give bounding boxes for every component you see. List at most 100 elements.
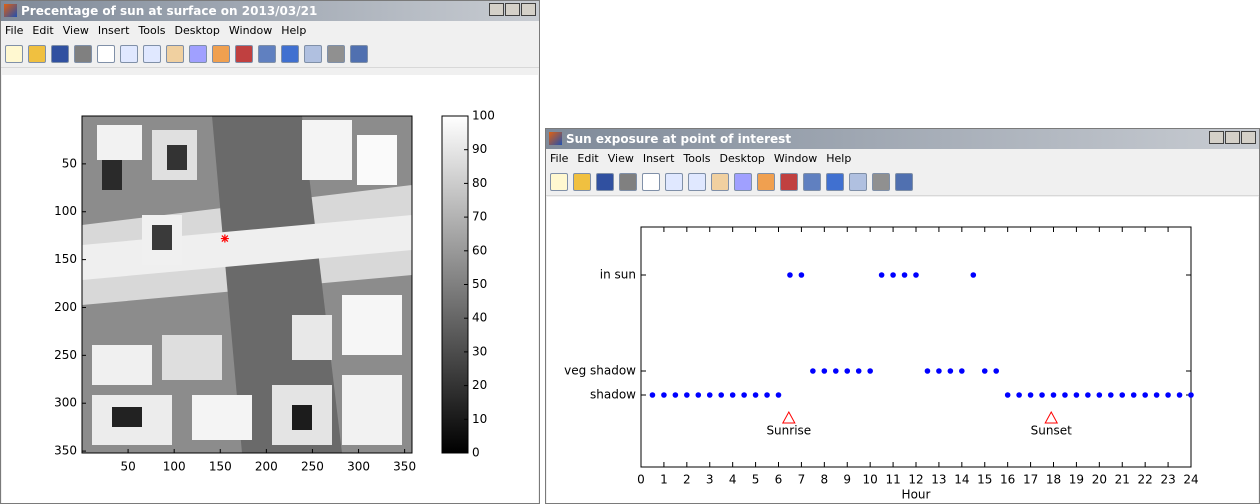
- data-point: [982, 368, 988, 374]
- toolbar-button[interactable]: [120, 45, 138, 63]
- x-tick-label: 21: [1115, 473, 1130, 487]
- toolbar-button[interactable]: [166, 45, 184, 63]
- x-tick-label: 5: [752, 473, 760, 487]
- menu-item[interactable]: File: [5, 24, 23, 37]
- window-buttons[interactable]: [1209, 131, 1256, 144]
- toolbar-button[interactable]: [258, 45, 276, 63]
- x-tick-label: 6: [775, 473, 783, 487]
- toolbar-button[interactable]: [895, 173, 913, 191]
- figure-window: Precentage of sun at surface on 2013/03/…: [0, 0, 540, 504]
- window-buttons[interactable]: [489, 3, 536, 16]
- toolbar-button[interactable]: [642, 173, 660, 191]
- toolbar-button[interactable]: [734, 173, 752, 191]
- data-point: [673, 392, 679, 398]
- menu-item[interactable]: File: [550, 152, 568, 165]
- x-tick-label: 18: [1046, 473, 1061, 487]
- menu-item[interactable]: Edit: [577, 152, 598, 165]
- figure: 0123456789101112131415161718192021222324…: [547, 197, 1258, 503]
- data-point: [1119, 392, 1125, 398]
- window-title: Precentage of sun at surface on 2013/03/…: [21, 4, 317, 18]
- toolbar-button[interactable]: [872, 173, 890, 191]
- toolbar-button[interactable]: [143, 45, 161, 63]
- data-point: [959, 368, 965, 374]
- menu-item[interactable]: View: [608, 152, 634, 165]
- menu-item[interactable]: Insert: [98, 24, 130, 37]
- data-point: [1039, 392, 1045, 398]
- toolbar-button[interactable]: [327, 45, 345, 63]
- colorbar-tick-label: 50: [472, 277, 487, 291]
- menu-item[interactable]: Tools: [138, 24, 165, 37]
- x-tick-label: 8: [821, 473, 829, 487]
- x-axis-label: Hour: [902, 488, 931, 502]
- menu-item[interactable]: Tools: [683, 152, 710, 165]
- data-point: [730, 392, 736, 398]
- toolbar-button[interactable]: [849, 173, 867, 191]
- data-point: [993, 368, 999, 374]
- toolbar-button[interactable]: [665, 173, 683, 191]
- data-point: [856, 368, 862, 374]
- y-tick-label: 100: [54, 204, 77, 218]
- toolbar-button[interactable]: [803, 173, 821, 191]
- menu-item[interactable]: Help: [281, 24, 306, 37]
- toolbar-button[interactable]: [212, 45, 230, 63]
- toolbar-button[interactable]: [550, 173, 568, 191]
- colorbar-tick-label: 90: [472, 142, 487, 156]
- menu-item[interactable]: Desktop: [175, 24, 220, 37]
- data-point: [1142, 392, 1148, 398]
- data-point: [1016, 392, 1022, 398]
- menu-item[interactable]: Desktop: [720, 152, 765, 165]
- title-bar: Sun exposure at point of interest: [546, 129, 1259, 149]
- x-tick-label: 50: [120, 460, 135, 474]
- data-point: [936, 368, 942, 374]
- toolbar-button[interactable]: [5, 45, 23, 63]
- menu-bar: File Edit View Insert Tools Desktop Window Help: [1, 21, 539, 41]
- y-tick-label: 300: [54, 396, 77, 410]
- toolbar-button[interactable]: [304, 45, 322, 63]
- toolbar-button[interactable]: [235, 45, 253, 63]
- toolbar-button[interactable]: [619, 173, 637, 191]
- y-tick-label: 150: [54, 252, 77, 266]
- data-point: [948, 368, 954, 374]
- x-tick-label: 2: [683, 473, 691, 487]
- x-tick-label: 200: [255, 460, 278, 474]
- toolbar-button[interactable]: [281, 45, 299, 63]
- toolbar-button[interactable]: [711, 173, 729, 191]
- x-tick-label: 12: [908, 473, 923, 487]
- x-tick-label: 17: [1023, 473, 1038, 487]
- toolbar-button[interactable]: [573, 173, 591, 191]
- data-point: [1062, 392, 1068, 398]
- menu-item[interactable]: View: [63, 24, 89, 37]
- toolbar-button[interactable]: [596, 173, 614, 191]
- colorbar-tick-label: 10: [472, 412, 487, 426]
- y-tick-label: veg shadow: [564, 364, 636, 378]
- x-tick-label: 100: [163, 460, 186, 474]
- toolbar-button[interactable]: [350, 45, 368, 63]
- toolbar-button[interactable]: [688, 173, 706, 191]
- menu-item[interactable]: Edit: [32, 24, 53, 37]
- toolbar-button[interactable]: [28, 45, 46, 63]
- screen: {"windows": [ {"title": "Precentage of s…: [0, 0, 1260, 504]
- toolbar-button[interactable]: [757, 173, 775, 191]
- menu-item[interactable]: Window: [229, 24, 272, 37]
- toolbar-button[interactable]: [780, 173, 798, 191]
- colorbar-tick-label: 20: [472, 378, 487, 392]
- toolbar-button[interactable]: [189, 45, 207, 63]
- title-bar: Precentage of sun at surface on 2013/03/…: [1, 1, 539, 21]
- menu-item[interactable]: Window: [774, 152, 817, 165]
- menu-item[interactable]: Help: [826, 152, 851, 165]
- data-point: [970, 272, 976, 278]
- data-point: [1177, 392, 1183, 398]
- data-point: [810, 368, 816, 374]
- toolbar-button[interactable]: [74, 45, 92, 63]
- toolbar-button[interactable]: [97, 45, 115, 63]
- toolbar-button[interactable]: [51, 45, 69, 63]
- data-point: [902, 272, 908, 278]
- colorbar-tick-label: 0: [472, 446, 480, 460]
- x-tick-label: 4: [729, 473, 737, 487]
- toolbar-button[interactable]: [826, 173, 844, 191]
- data-point: [913, 272, 919, 278]
- menu-item[interactable]: Insert: [643, 152, 675, 165]
- colorbar-tick-label: 40: [472, 311, 487, 325]
- data-point: [1097, 392, 1103, 398]
- x-tick-label: 13: [931, 473, 946, 487]
